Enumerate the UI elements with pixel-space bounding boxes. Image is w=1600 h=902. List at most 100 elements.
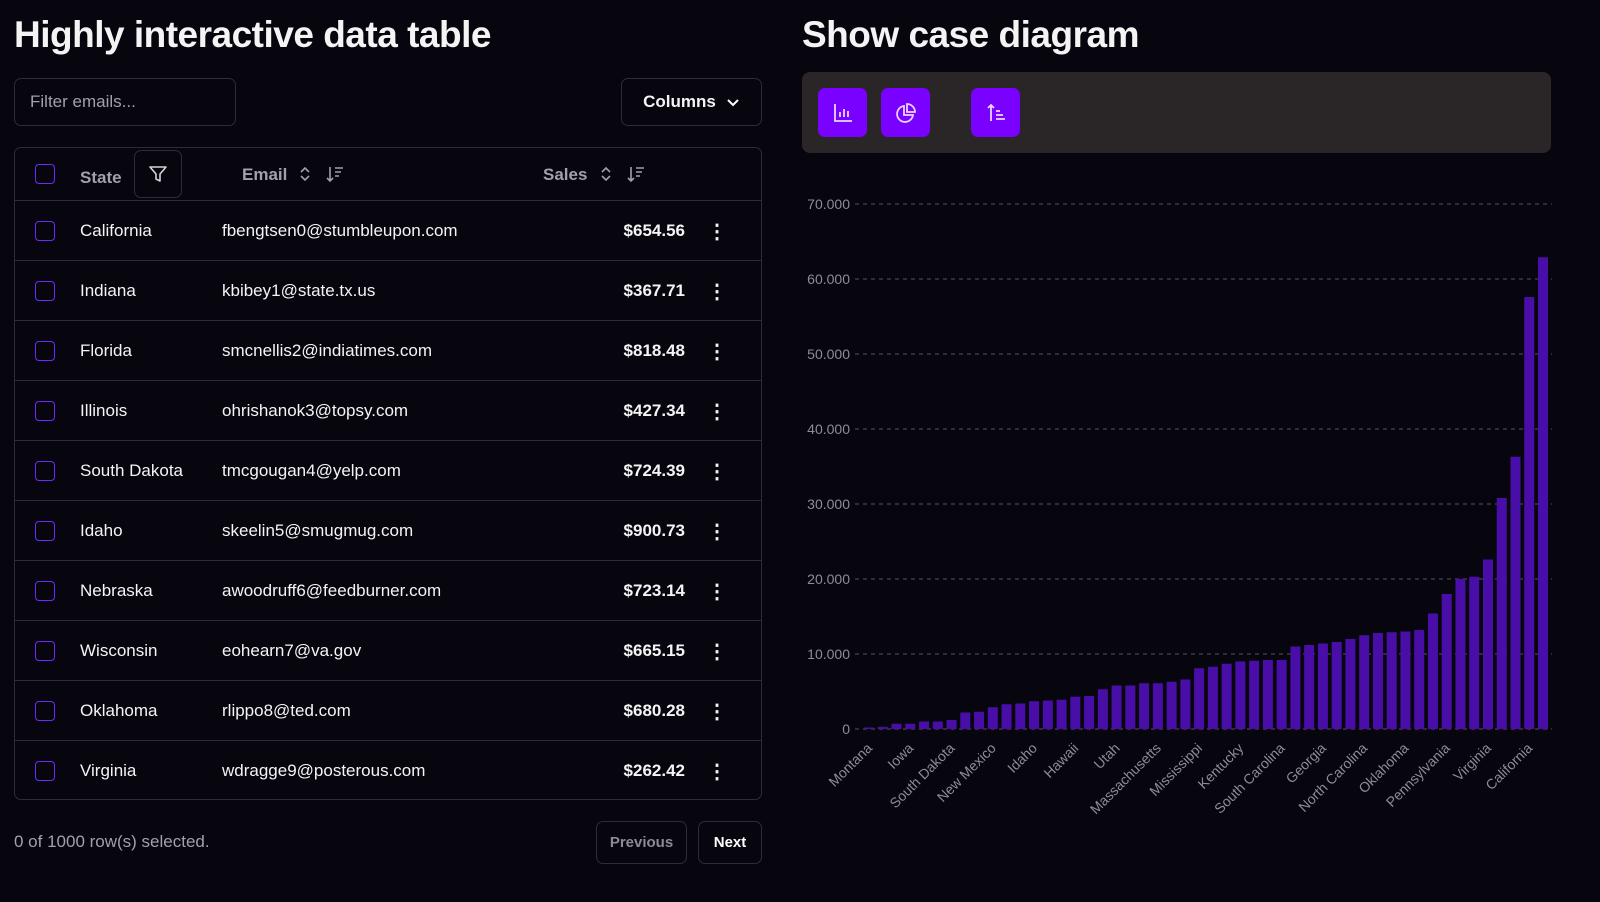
cell-email: fbengtsen0@stumbleupon.com <box>222 221 458 240</box>
bar[interactable] <box>1015 703 1026 730</box>
row-checkbox[interactable] <box>35 341 55 361</box>
bar[interactable] <box>1524 297 1535 729</box>
bar-chart-button[interactable] <box>818 88 867 137</box>
bar[interactable] <box>1359 635 1370 729</box>
bar[interactable] <box>1152 683 1163 729</box>
row-checkbox[interactable] <box>35 701 55 721</box>
sort-toggle-icon[interactable] <box>599 165 613 183</box>
bar[interactable] <box>1372 633 1383 729</box>
bar[interactable] <box>1235 661 1246 730</box>
table-header: State Email Sales <box>15 148 761 201</box>
table-row: Oklahoma rlippo8@ted.com $680.28 ⋮ <box>15 681 761 741</box>
x-tick-label: Hawaii <box>1040 740 1081 781</box>
row-actions-icon[interactable]: ⋮ <box>707 521 727 543</box>
state-filter-button[interactable] <box>134 150 182 198</box>
bar[interactable] <box>1345 639 1356 729</box>
bar[interactable] <box>1207 666 1218 729</box>
row-actions-icon[interactable]: ⋮ <box>707 461 727 483</box>
row-checkbox[interactable] <box>35 761 55 781</box>
bar[interactable] <box>1276 660 1287 729</box>
row-checkbox[interactable] <box>35 641 55 661</box>
cell-sales: $665.15 <box>623 641 685 660</box>
bar[interactable] <box>1482 559 1493 730</box>
bar[interactable] <box>1001 704 1012 729</box>
pie-chart-button[interactable] <box>881 88 930 137</box>
bar[interactable] <box>1331 642 1342 729</box>
previous-button[interactable]: Previous <box>596 821 687 864</box>
row-actions-icon[interactable]: ⋮ <box>707 581 727 603</box>
bar[interactable] <box>1510 456 1521 729</box>
columns-button[interactable]: Columns <box>621 78 762 126</box>
bar[interactable] <box>877 726 888 729</box>
bar[interactable] <box>1056 699 1067 729</box>
bar[interactable] <box>1414 630 1425 729</box>
columns-label: Columns <box>643 92 716 111</box>
bar[interactable] <box>919 721 930 730</box>
bar[interactable] <box>946 720 957 729</box>
bar[interactable] <box>1538 257 1548 729</box>
row-actions-icon[interactable]: ⋮ <box>707 281 727 303</box>
sort-descending-icon[interactable] <box>325 164 345 184</box>
sort-descending-icon[interactable] <box>626 164 646 184</box>
bar[interactable] <box>1111 685 1122 730</box>
filter-emails-input[interactable] <box>14 78 236 126</box>
bar[interactable] <box>1455 579 1466 729</box>
bar[interactable] <box>932 721 943 730</box>
cell-sales: $724.39 <box>623 461 685 480</box>
bar[interactable] <box>1441 594 1452 729</box>
bar[interactable] <box>1070 696 1081 729</box>
sort-toggle-icon[interactable] <box>298 165 312 183</box>
row-actions-icon[interactable]: ⋮ <box>707 401 727 423</box>
bar[interactable] <box>1496 498 1507 729</box>
bar[interactable] <box>1042 700 1053 730</box>
header-sales[interactable]: Sales <box>543 165 588 184</box>
row-checkbox[interactable] <box>35 221 55 241</box>
row-checkbox[interactable] <box>35 521 55 541</box>
bar[interactable] <box>1427 613 1438 730</box>
select-all-checkbox[interactable] <box>35 164 55 184</box>
bar[interactable] <box>1290 646 1301 730</box>
row-actions-icon[interactable]: ⋮ <box>707 641 727 663</box>
bar[interactable] <box>1469 576 1480 729</box>
bar[interactable] <box>1125 685 1136 730</box>
bar[interactable] <box>1262 660 1273 729</box>
bar[interactable] <box>891 723 902 729</box>
bar[interactable] <box>864 727 874 730</box>
bar[interactable] <box>1317 643 1328 730</box>
bar[interactable] <box>1249 660 1260 729</box>
bar[interactable] <box>974 711 985 729</box>
header-state[interactable]: State <box>80 168 122 187</box>
next-button[interactable]: Next <box>698 821 762 864</box>
bar[interactable] <box>1221 663 1232 729</box>
header-email[interactable]: Email <box>242 165 288 184</box>
cell-email: ohrishanok3@topsy.com <box>222 401 409 420</box>
bar[interactable] <box>905 723 916 729</box>
cell-state: Wisconsin <box>80 641 158 660</box>
row-checkbox[interactable] <box>35 401 55 421</box>
selection-status: 0 of 1000 row(s) selected. <box>14 832 210 851</box>
bar[interactable] <box>1097 689 1108 729</box>
bar[interactable] <box>1194 668 1205 729</box>
cell-email: awoodruff6@feedburner.com <box>222 581 442 600</box>
row-checkbox[interactable] <box>35 281 55 301</box>
row-checkbox[interactable] <box>35 461 55 481</box>
row-actions-icon[interactable]: ⋮ <box>707 221 727 243</box>
bar[interactable] <box>1400 631 1411 730</box>
sort-button[interactable] <box>971 88 1020 137</box>
row-checkbox[interactable] <box>35 581 55 601</box>
bar[interactable] <box>987 707 998 729</box>
bar[interactable] <box>1166 681 1177 729</box>
row-actions-icon[interactable]: ⋮ <box>707 701 727 723</box>
bar[interactable] <box>1029 701 1040 729</box>
row-actions-icon[interactable]: ⋮ <box>707 341 727 363</box>
table-title: Highly interactive data table <box>14 14 491 55</box>
bar[interactable] <box>1180 679 1191 730</box>
bar[interactable] <box>1386 632 1397 729</box>
cell-sales: $900.73 <box>623 521 685 540</box>
table-row: Virginia wdragge9@posterous.com $262.42 … <box>15 741 761 799</box>
bar[interactable] <box>1139 683 1150 729</box>
bar[interactable] <box>1084 696 1095 729</box>
row-actions-icon[interactable]: ⋮ <box>707 761 727 783</box>
bar[interactable] <box>960 712 971 730</box>
bar[interactable] <box>1304 645 1315 729</box>
